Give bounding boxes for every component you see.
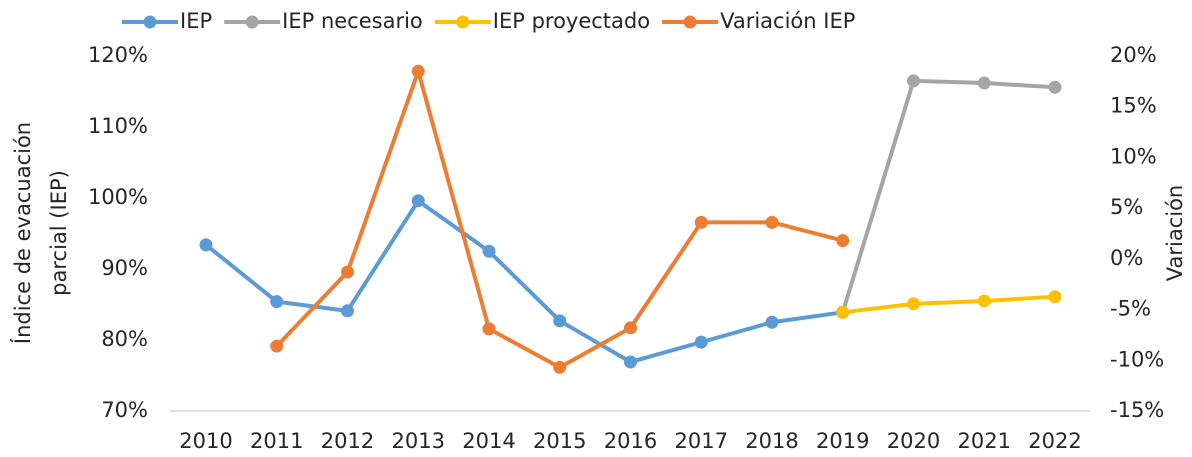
point [553,314,567,328]
point [836,234,850,248]
point [765,315,779,329]
y2-axis-label: Variación [1163,185,1187,281]
point [1048,290,1062,304]
x-tick-label: 2017 [675,429,728,453]
legend-marker [143,15,157,29]
y-tick-label: 100% [88,185,148,209]
x-tick-label: 2018 [745,429,798,453]
legend-label: IEP proyectado [493,9,650,33]
point [482,322,496,336]
x-tick-label: 2010 [179,429,232,453]
y2-tick-label: 10% [1110,144,1157,168]
point [977,294,991,308]
point [765,215,779,229]
x-tick-label: 2015 [533,429,586,453]
point [977,76,991,90]
x-tick-label: 2022 [1028,429,1081,453]
x-tick-label: 2011 [250,429,303,453]
y-tick-label: 110% [88,114,148,138]
y-tick-label: 70% [101,398,148,422]
y2-tick-label: -15% [1110,398,1164,422]
point [694,215,708,229]
y2-tick-label: 15% [1110,94,1157,118]
x-tick-label: 2016 [604,429,657,453]
point [907,74,920,88]
legend-label: Variación IEP [720,9,855,33]
y-axis-label: Índice de evacuación [10,122,35,344]
y-tick-label: 80% [101,327,148,351]
y2-tick-label: 5% [1110,195,1143,219]
series-line [204,198,844,365]
legend-label: IEP [180,9,212,33]
y2-tick-label: 0% [1110,246,1143,270]
point [411,64,425,78]
point [270,339,284,353]
point [341,265,354,279]
point [1048,80,1062,94]
point [836,305,850,319]
point [907,297,920,311]
legend-label: IEP necesario [282,9,423,33]
point [624,355,637,369]
legend-marker [683,15,697,29]
x-tick-label: 2012 [321,429,374,453]
x-tick-label: 2021 [958,429,1011,453]
y-axis-label: parcial (IEP) [47,170,71,296]
y2-tick-label: -10% [1110,347,1164,371]
point [341,304,354,318]
point [553,360,567,374]
point [199,238,213,252]
y-tick-label: 120% [88,43,148,67]
legend-marker [456,15,470,29]
y2-tick-label: -5% [1110,297,1151,321]
y2-tick-label: 20% [1110,43,1157,67]
y-tick-label: 90% [101,256,148,280]
point [624,321,637,335]
point [411,194,425,208]
point [482,244,496,258]
x-tick-label: 2013 [392,429,445,453]
point [694,335,708,349]
x-tick-label: 2019 [816,429,869,453]
series-line [842,294,1056,315]
x-tick-label: 2014 [462,429,515,453]
point [270,295,284,309]
x-tick-label: 2020 [887,429,940,453]
legend-marker [245,15,259,29]
series-line [840,78,1056,313]
